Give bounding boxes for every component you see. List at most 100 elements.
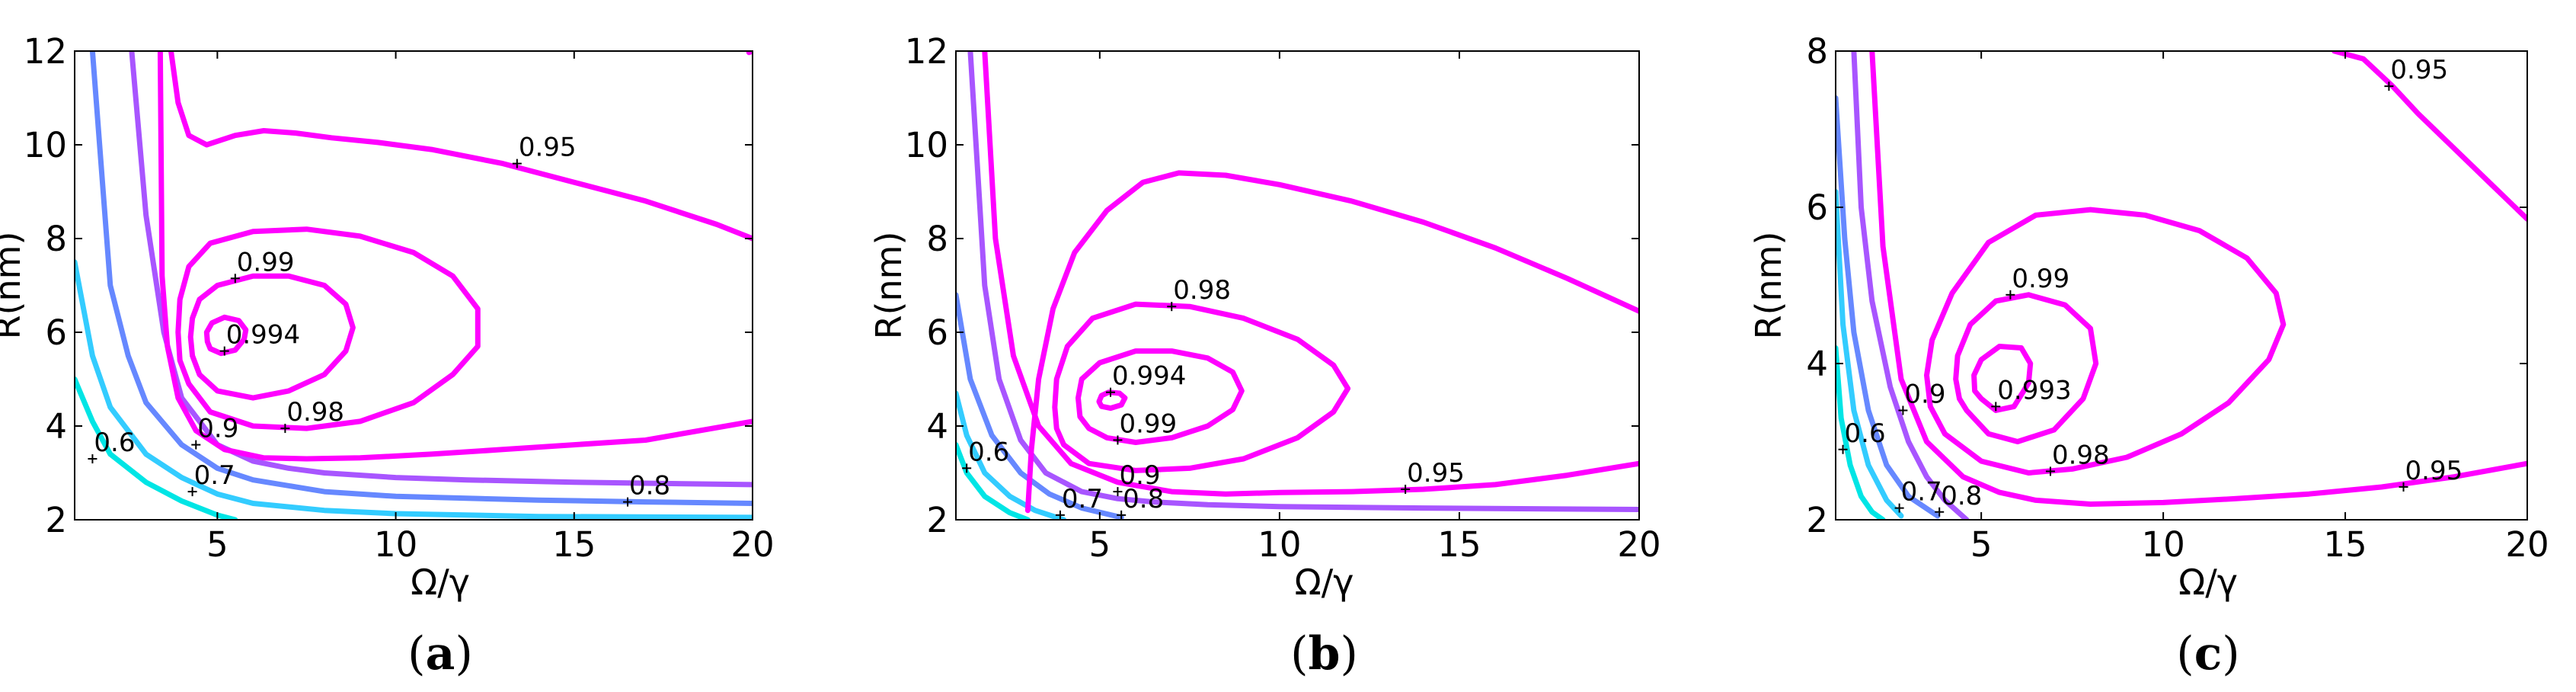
contour-line-0p6 (1836, 345, 1886, 520)
contour-line-0p8 (1836, 95, 1941, 519)
contour-label: 0.98 (286, 397, 344, 428)
x-tick-label: 10 (374, 524, 417, 565)
contour-label: 0.98 (1173, 275, 1231, 306)
contour-line-0p7 (75, 259, 753, 520)
contour-line-0p8 (89, 51, 753, 506)
panel-label: (b) (1290, 627, 1358, 681)
contour-label: 0.9 (1904, 380, 1945, 410)
contour-label: 0.95 (519, 133, 577, 163)
contour-line-0p8 (956, 292, 1124, 520)
y-axis-label: R(nm) (1748, 232, 1789, 340)
contour-line-0p994 (1096, 389, 1128, 412)
y-tick-label: 4 (1806, 344, 1828, 384)
x-tick-label: 20 (2505, 524, 2549, 565)
contour-label: 0.8 (1941, 481, 1982, 511)
y-tick-label: 8 (926, 219, 948, 259)
y-tick-label: 12 (24, 31, 67, 72)
x-tick-label: 20 (1617, 524, 1660, 565)
contour-line-0p99 (1075, 348, 1245, 445)
contour-line-0p95 (982, 51, 1639, 497)
contour-line-0p993 (1971, 344, 2034, 413)
plot-frame (74, 50, 753, 521)
contour-label: 0.98 (2052, 440, 2110, 470)
y-axis-label: R(nm) (868, 232, 909, 340)
contour-line-0p95 (2332, 51, 2527, 222)
x-tick-label: 10 (1258, 524, 1301, 565)
contour-label: 0.99 (237, 247, 295, 277)
y-axis-label: R(nm) (0, 232, 28, 340)
contour-line-0p98 (175, 226, 481, 431)
contour-label: 0.95 (2405, 456, 2463, 486)
x-axis-label: Ω/γ (2178, 562, 2238, 603)
x-tick-label: 15 (2323, 524, 2367, 565)
contour-label: 0.95 (2390, 55, 2448, 85)
contour-line-0p95 (1869, 51, 2527, 507)
panel-letter: b (1309, 627, 1341, 681)
contour-line-0p9 (967, 51, 1639, 512)
contour-label: 0.8 (1123, 484, 1164, 514)
contour-label: 0.9 (1119, 460, 1160, 491)
contour-label: 0.6 (1845, 418, 1886, 449)
contour-line-0p7 (956, 390, 1067, 520)
y-tick-label: 4 (45, 406, 67, 447)
y-tick-label: 10 (905, 125, 948, 165)
panel-letter: c (2194, 627, 2223, 681)
contour-line-0p9 (1851, 51, 1970, 520)
panel-a: 0.6 0.7 0.8 0.9 0.95 0.98 0.99 0.994 5 10 15 20 2 4 6 8… (0, 31, 775, 681)
contour-line-0p95 (157, 51, 753, 462)
panel-label: (c) (2176, 627, 2239, 681)
contour-line-0p6 (956, 442, 1031, 520)
x-axis-label: Ω/γ (411, 562, 470, 603)
contour-group (956, 51, 1639, 520)
contour-label: 0.95 (1407, 458, 1465, 489)
plot-frame (955, 50, 1640, 521)
x-tick-label: 15 (552, 524, 596, 565)
y-tick-label: 10 (24, 125, 67, 165)
contour-line-0p95 (1024, 170, 1639, 514)
contour-label: 0.994 (226, 320, 300, 351)
panel-label: (a) (407, 627, 473, 681)
contour-label: 0.8 (629, 471, 670, 501)
panel-c: 0.6 0.70.8 0.9 0.95 0.95 0.98 0.99 0.993 5 10 15 20… (1748, 31, 2549, 681)
contour-line-0p98 (1924, 207, 2287, 476)
x-tick-label: 5 (1970, 524, 1993, 565)
contour-label: 0.7 (1062, 484, 1103, 514)
contour-label: 0.6 (968, 437, 1009, 467)
contour-label: 0.993 (1997, 375, 2071, 405)
contour-group (75, 51, 753, 520)
y-tick-label: 8 (1806, 31, 1828, 72)
x-axis-label: Ω/γ (1295, 562, 1354, 603)
contour-line-0p99 (1953, 292, 2099, 444)
y-tick-label: 6 (45, 312, 67, 353)
y-tick-label: 6 (926, 312, 948, 353)
y-tick-label: 2 (45, 500, 67, 540)
contour-label: 0.6 (94, 428, 135, 458)
y-tick-label: 4 (926, 406, 948, 447)
contour-label: 0.9 (197, 414, 238, 444)
panel-letter: a (426, 627, 455, 681)
contour-line-0p9 (129, 51, 753, 488)
x-tick-label: 20 (730, 524, 774, 565)
plot-frame (1835, 50, 2528, 521)
contour-line-0p99 (187, 273, 356, 401)
x-tick-label: 5 (206, 524, 229, 565)
contour-label: 0.99 (2012, 264, 2069, 294)
y-tick-label: 8 (45, 219, 67, 259)
contour-label: 0.994 (1112, 361, 1186, 392)
x-tick-label: 5 (1089, 524, 1111, 565)
contour-line-0p7 (1836, 189, 1904, 519)
y-tick-label: 2 (926, 500, 948, 540)
y-tick-label: 2 (1806, 500, 1828, 540)
contour-line-0p994 (203, 314, 249, 357)
contour-label: 0.99 (1119, 408, 1177, 439)
panel-b: 0.6 0.7 0.80.9 0.95 0.98 0.99 0.994 5 10 15 20 2 4 6 8… (868, 31, 1661, 681)
x-tick-label: 10 (2141, 524, 2184, 565)
contour-label: 0.7 (1901, 477, 1942, 508)
contour-line-0p95 (168, 51, 753, 242)
contour-group (1836, 51, 2527, 520)
contour-line-0p98 (1052, 301, 1351, 473)
y-tick-label: 12 (905, 31, 948, 72)
x-tick-label: 15 (1437, 524, 1481, 565)
contour-label: 0.7 (194, 460, 235, 491)
